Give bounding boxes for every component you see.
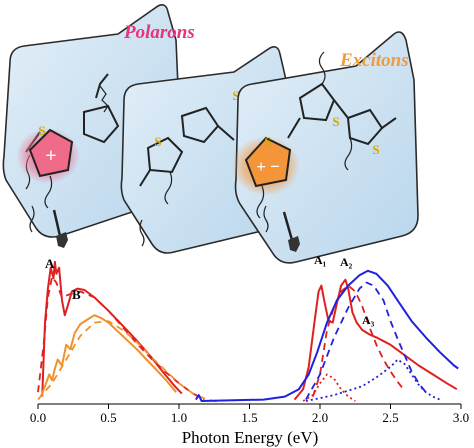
thiophene-ring [180,106,220,144]
peak-label-A2: A₂ [340,255,353,269]
x-tick-label: 2.5 [382,410,398,425]
panel-excitons: + − S S S Excitons [232,31,419,264]
excitons-title: Excitons [339,50,409,71]
series-line-red-dashed-5 [312,284,406,397]
series-line-blue-dotted-8 [305,358,441,402]
absorption-spectrum-plot: 0.0 0.5 1.0 1.5 2.0 2.5 3.0 Photon Energy (eV)… [30,253,469,447]
polaron-charge: + [45,145,56,167]
thiophene-ring [346,108,384,146]
tip-icon [52,209,68,248]
series-line-blue-dashed-7 [305,281,427,401]
polaron-sulfur-label: S [38,123,45,138]
exciton-charge: + − [256,157,280,176]
x-tick-label: 0.5 [100,410,116,425]
thiophene-ring [83,104,120,144]
x-axis-label: Photon Energy (eV) [182,428,319,447]
exciton-ring [244,136,292,188]
exciton-sulfur-label-2: S [332,114,339,129]
series-layer [37,260,459,404]
x-tick-label: 3.0 [453,410,469,425]
series-line-red-dotted-9 [302,373,356,402]
peak-label-B: B [72,287,81,302]
series-line-orange-solid-2 [39,314,177,397]
panel-excitons-sheet [234,31,419,264]
neutral-sulfur-label-2: S [232,88,239,103]
series-line-red-solid-0 [41,260,183,397]
x-tick-label: 1.0 [171,410,187,425]
polarons-title: Polarons [123,22,195,43]
tip-icon [282,211,300,252]
peak-label-A1: A₁ [314,253,327,267]
exciton-sulfur-label: S [264,134,271,149]
x-tick-label: 0.0 [30,410,46,425]
series-line-orange-dashed-3 [37,320,222,404]
thiophene-ring [298,82,336,122]
peak-label-A: A [45,256,55,271]
x-tick-label: 2.0 [312,410,328,425]
peak-label-A3: A₃ [362,313,375,327]
series-line-blue-solid-6 [195,269,459,402]
series-line-red-solid-4 [293,278,458,401]
exciton-sulfur-label-3: S [372,142,379,157]
x-tick-layer: 0.0 0.5 1.0 1.5 2.0 2.5 3.0 [30,404,469,425]
polaron-ring [28,128,74,178]
thiophene-ring [146,136,184,174]
x-tick-label: 1.5 [241,410,257,425]
neutral-sulfur-label: S [154,134,161,149]
series-line-red-dashed-1 [37,275,205,401]
